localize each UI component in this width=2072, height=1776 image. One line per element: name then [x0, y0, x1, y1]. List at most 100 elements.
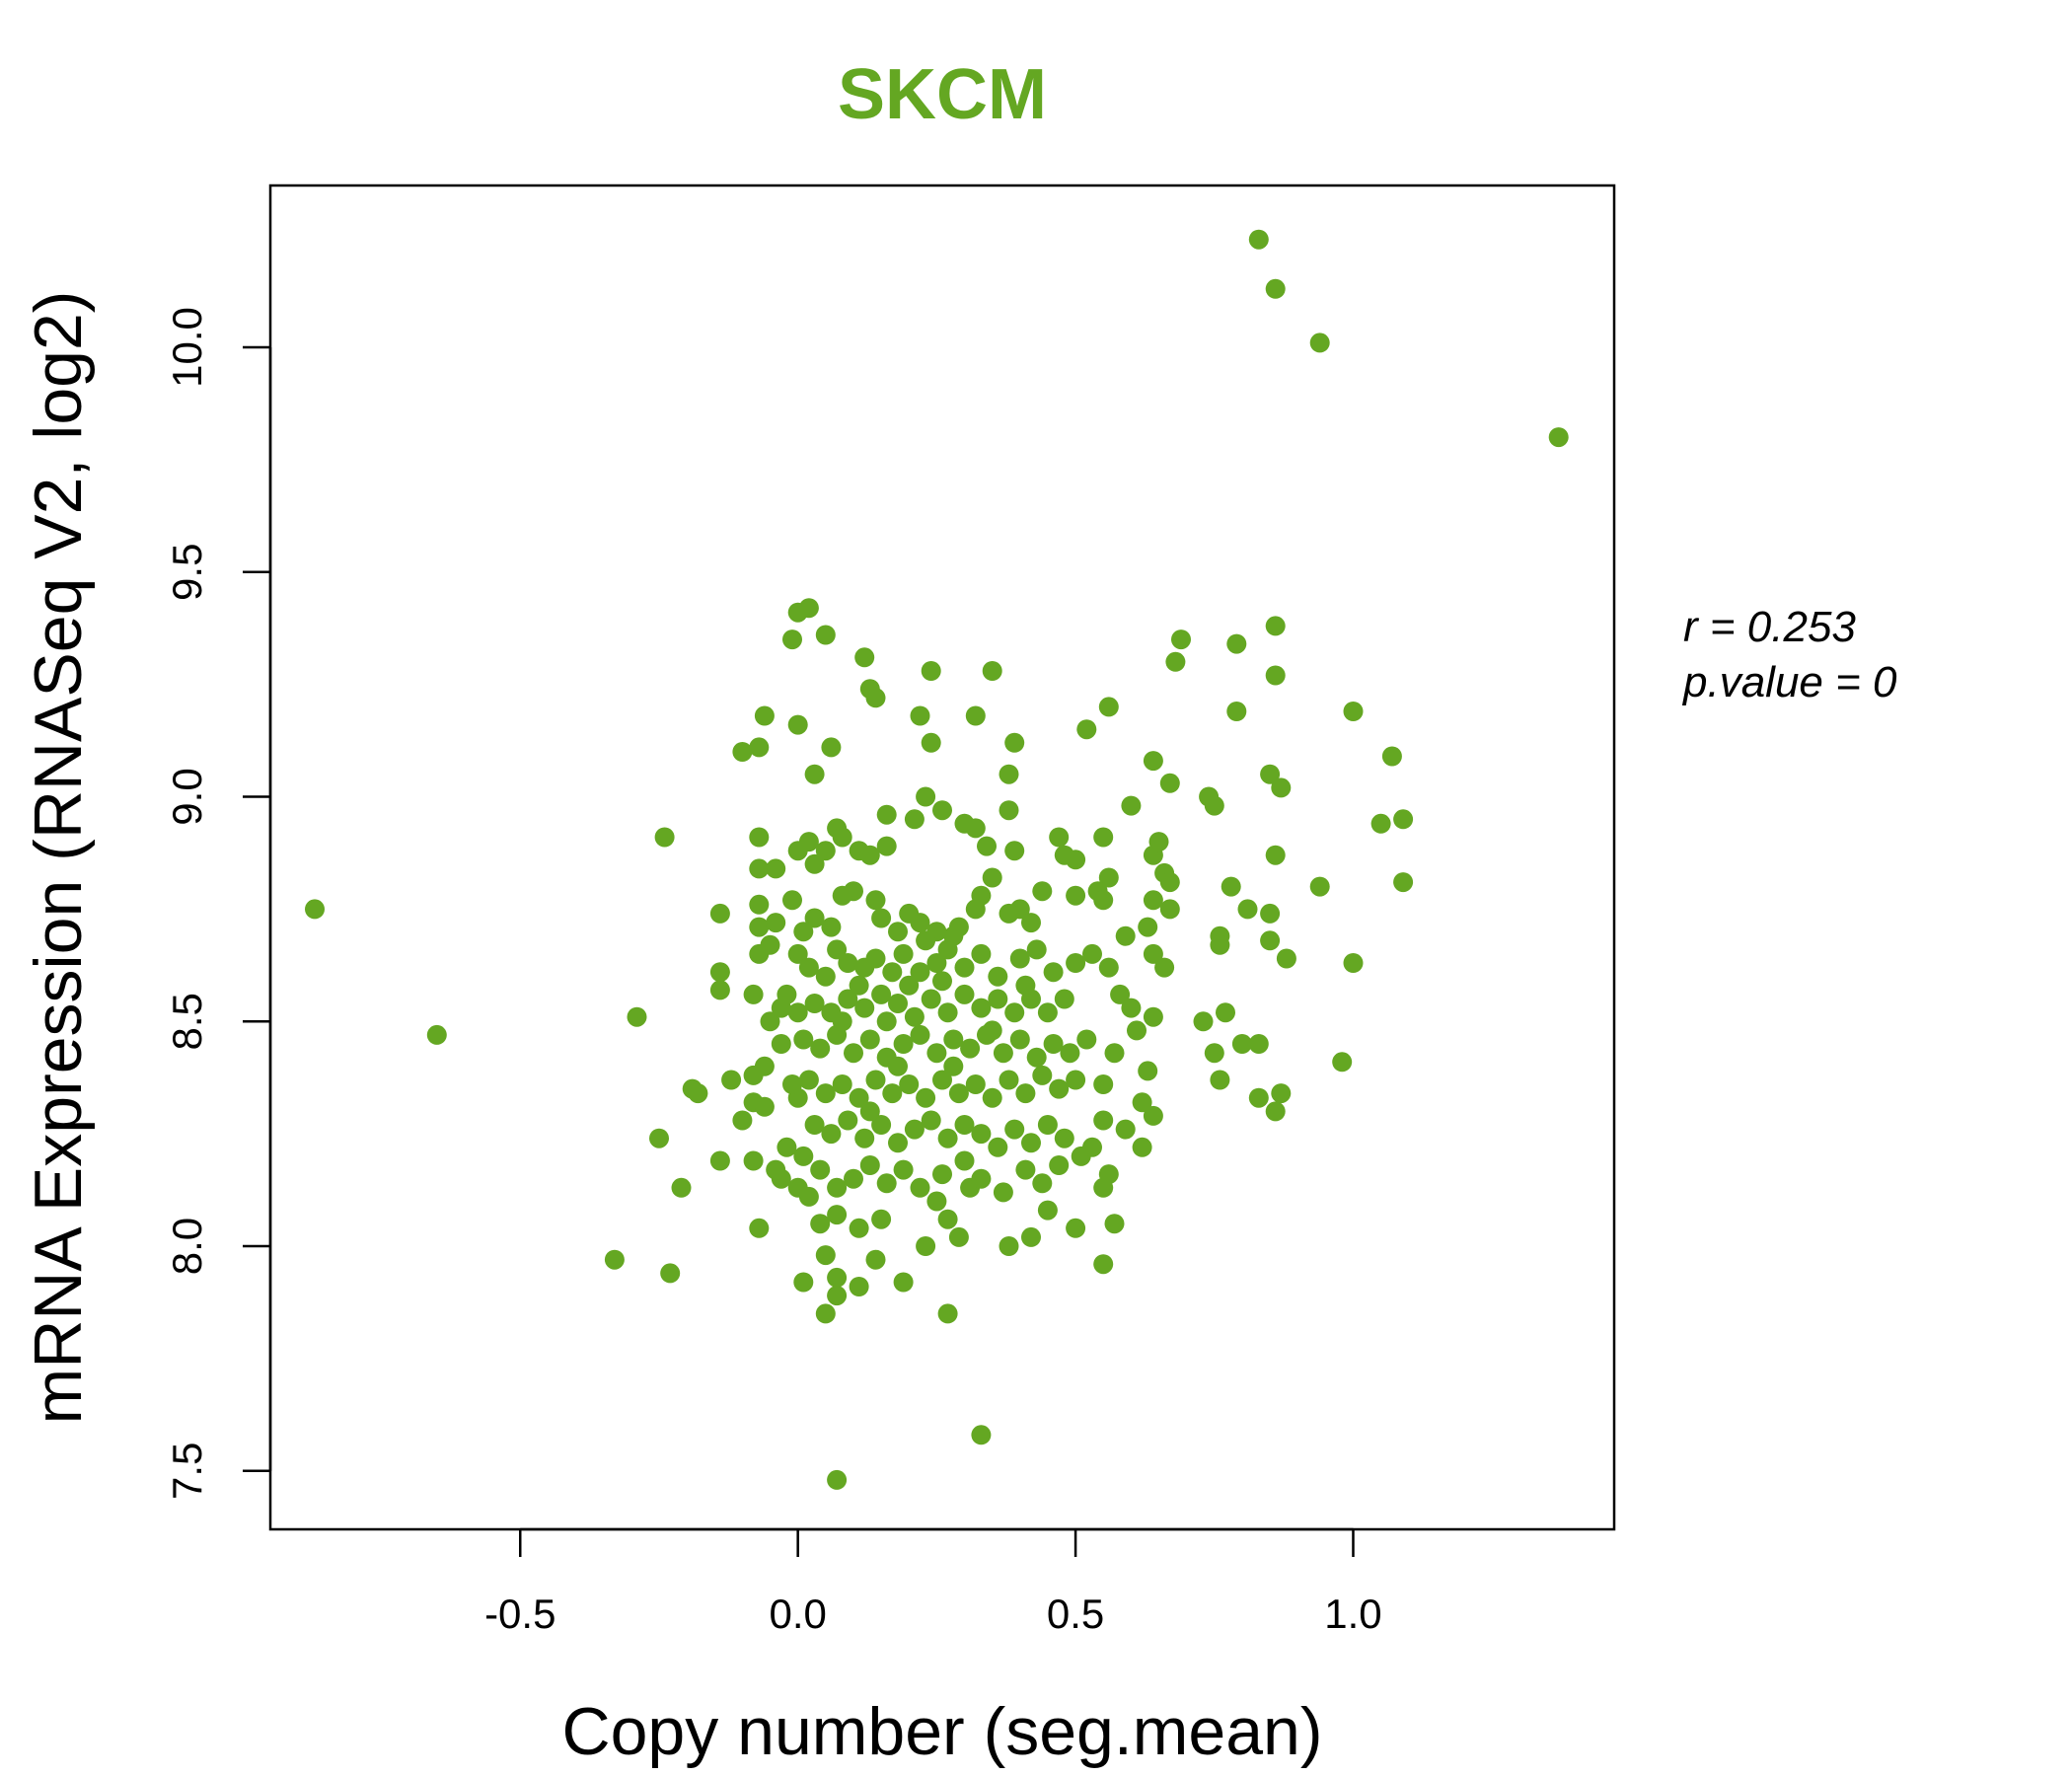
data-point	[1260, 764, 1281, 784]
data-point	[893, 943, 914, 964]
data-point	[1043, 962, 1064, 983]
data-point	[815, 1245, 836, 1266]
data-point	[888, 1056, 908, 1076]
data-point	[1049, 1155, 1070, 1175]
data-point	[948, 1226, 969, 1247]
data-point	[793, 1146, 814, 1166]
data-point	[910, 962, 930, 983]
data-point	[899, 975, 920, 996]
data-point	[827, 1177, 848, 1198]
data-point	[827, 1205, 848, 1225]
data-point	[910, 1024, 930, 1045]
data-point	[865, 1070, 886, 1090]
data-point	[859, 845, 880, 865]
data-point	[876, 836, 897, 856]
data-point	[999, 764, 1019, 784]
data-point	[982, 867, 1002, 888]
data-point	[899, 903, 920, 924]
data-point	[827, 939, 848, 960]
data-point	[1132, 1137, 1152, 1157]
data-point	[709, 962, 730, 983]
data-point	[1143, 1105, 1163, 1126]
data-point	[1143, 751, 1163, 772]
data-point	[1226, 702, 1247, 721]
data-point	[804, 764, 825, 784]
data-point	[888, 1133, 908, 1153]
data-point	[1159, 899, 1180, 920]
data-point	[865, 1249, 886, 1270]
data-point	[1248, 1034, 1269, 1054]
y-axis-title: mRNA Expression (RNASeq V2, log2)	[21, 291, 96, 1425]
data-point	[982, 661, 1002, 681]
data-point	[1159, 872, 1180, 893]
x-axis: -0.5 0.0 0.5 1.0	[484, 1527, 1382, 1637]
data-point	[1265, 665, 1286, 686]
data-point	[932, 800, 952, 821]
data-point	[1066, 885, 1086, 906]
data-point	[732, 742, 753, 762]
data-point	[1143, 943, 1163, 964]
data-point	[1226, 633, 1247, 654]
data-point	[1393, 872, 1414, 893]
data-point	[982, 1020, 1002, 1041]
data-point	[815, 1303, 836, 1324]
data-point	[827, 1267, 848, 1288]
data-point	[1015, 975, 1036, 996]
data-point	[916, 930, 936, 951]
data-point	[1276, 948, 1296, 969]
data-point	[1066, 850, 1086, 870]
data-point	[832, 885, 852, 906]
data-point	[804, 853, 825, 874]
data-point	[777, 1137, 797, 1157]
data-point	[798, 957, 819, 978]
data-point	[821, 737, 842, 758]
data-point	[1043, 1034, 1064, 1054]
data-point	[1210, 934, 1230, 955]
data-point	[1210, 1070, 1230, 1090]
data-point	[660, 1263, 681, 1284]
data-point	[749, 917, 770, 937]
data-point	[804, 994, 825, 1013]
data-point	[1138, 917, 1158, 937]
data-point	[932, 1164, 952, 1185]
data-point	[815, 841, 836, 861]
data-point	[937, 939, 958, 960]
data-point	[1032, 1173, 1053, 1194]
data-point	[1104, 1043, 1125, 1064]
data-point	[888, 922, 908, 942]
data-point	[798, 1070, 819, 1090]
data-point	[838, 1110, 858, 1131]
data-point	[782, 1074, 802, 1094]
data-point	[854, 647, 875, 668]
data-point	[971, 998, 992, 1018]
data-point	[1309, 876, 1330, 897]
data-point	[965, 899, 986, 920]
data-point	[787, 714, 808, 735]
data-point	[849, 1277, 869, 1296]
data-point	[888, 994, 908, 1013]
data-point	[1115, 1119, 1136, 1140]
data-point	[865, 688, 886, 708]
data-point	[1127, 1020, 1147, 1041]
data-point	[971, 943, 992, 964]
data-point	[671, 1177, 692, 1198]
data-point	[1265, 1101, 1286, 1122]
y-tick-label: 7.5	[164, 1443, 210, 1500]
data-point	[749, 894, 770, 915]
data-point	[871, 1209, 892, 1229]
data-point	[815, 966, 836, 987]
data-point	[1032, 881, 1053, 902]
data-point	[871, 908, 892, 928]
data-point	[1237, 899, 1258, 920]
data-point	[921, 989, 941, 1009]
data-point	[1054, 989, 1074, 1009]
data-point	[810, 1159, 831, 1180]
data-point	[688, 1083, 708, 1104]
data-point	[749, 737, 770, 758]
data-point	[916, 1236, 936, 1256]
data-point	[798, 598, 819, 619]
data-point	[782, 890, 802, 911]
data-point	[1093, 890, 1114, 911]
data-point	[1393, 809, 1414, 830]
